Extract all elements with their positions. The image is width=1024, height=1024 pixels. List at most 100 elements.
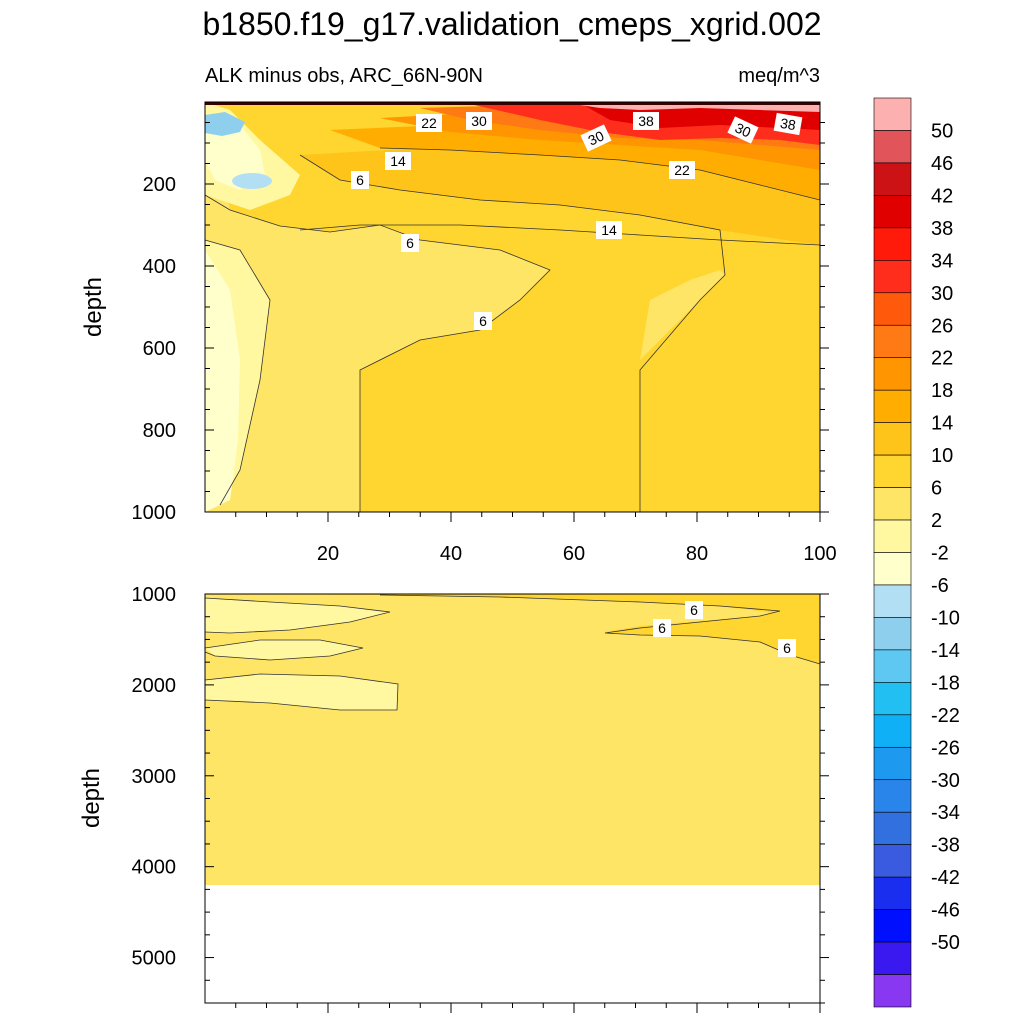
colorbar-label: -10 [931,607,960,629]
upper-xtick-label: 20 [317,543,339,565]
lower-ytick-label: 3000 [132,766,177,788]
colorbar-label: -38 [931,835,960,857]
upper-band-neg [205,112,245,136]
lower-panel: 6 6 6 1000 2000 3000 4000 5000 depth [78,584,829,1013]
upper-clab-box-9 [351,171,369,189]
upper-clab-box-5 [773,112,803,136]
colorbar-cell [873,227,912,261]
colorbar-cell [873,422,912,456]
colorbar-cell [873,162,912,196]
colorbar-label: 30 [931,283,953,305]
upper-contour-label-1: 22 [421,115,437,131]
upper-clab-box-11 [401,234,419,252]
colorbar-cell [873,195,912,229]
colorbar-cell [873,260,912,294]
colorbar-label: 22 [931,348,953,370]
colorbar-cell [873,649,912,683]
upper-clab-box-6 [727,116,759,144]
colorbar-label: -2 [931,543,949,565]
colorbar-cell [873,324,912,359]
lower-band-m2to2-c [205,674,398,710]
upper-contour-labels: 22 30 38 30 38 30 14 22 6 14 6 6 [351,112,803,330]
colorbar-cell [873,487,912,521]
lower-ytick-label: 1000 [132,584,177,606]
upper-axis-ticks [205,122,829,522]
upper-tick-labels: 200 400 600 800 1000 20 40 60 80 100 [132,174,837,565]
colorbar-cell [873,130,912,164]
upper-ylabel: depth [80,277,107,337]
contour-line-lower-2b [204,639,364,661]
contour-line-lower-2a [204,597,391,634]
contour-line-2 [204,239,271,506]
colorbar-label: 18 [931,380,953,402]
upper-contour-label-9: 6 [356,172,364,188]
colorbar-cell [873,876,912,910]
lower-clab-box-3 [778,639,796,657]
upper-band-6to10-right [640,270,725,360]
colorbar-label: -42 [931,867,960,889]
upper-xtick-label: 80 [686,543,708,565]
lower-axis-ticks [205,593,829,1013]
colorbar-label: 2 [931,510,942,532]
upper-clab-box-7 [385,152,411,170]
colorbar-label: 42 [931,185,953,207]
upper-xtick-label: 100 [803,543,836,565]
lower-contour-label-2: 6 [658,620,666,636]
colorbar-label: -6 [931,575,949,597]
lower-band-6to10-b [605,598,820,664]
colorbar: 50 46 42 38 34 30 26 22 18 14 10 6 2 -2 -6 -10 -14 -18 -22… [873,97,960,1008]
lower-clab-box-1 [685,601,703,619]
colorbar-cell [873,584,912,618]
colorbar-cell [873,682,912,716]
contour-line-14 [299,224,821,246]
contour-line-22 [379,147,821,201]
colorbar-cell [873,811,912,845]
lower-contour-labels: 6 6 6 [653,601,796,657]
upper-contour-label-4: 30 [586,127,607,148]
upper-contour-label-12: 6 [479,313,487,329]
upper-contour-label-2: 30 [471,113,487,129]
colorbar-label: -14 [931,640,960,662]
contour-line-lower-2c [204,673,399,711]
upper-ytick-label: 800 [143,420,176,442]
colorbar-cell [873,714,912,748]
upper-contour-label-6: 30 [733,119,754,140]
upper-xtick-label: 40 [440,543,462,565]
colorbar-label: 10 [931,445,953,467]
upper-contour-lines [204,147,821,512]
upper-contour-label-3: 38 [638,113,654,129]
upper-clab-box-2 [466,112,492,130]
upper-panel: 22 30 38 30 38 30 14 22 6 14 6 6 200 40 [80,101,837,565]
colorbar-label: 26 [931,315,953,337]
colorbar-label: -34 [931,802,960,824]
colorbar-cell [873,292,912,326]
contour-line-6 [204,194,551,512]
colorbar-cell [873,454,912,488]
upper-clab-box-4 [580,124,612,152]
upper-clab-box-3 [633,112,659,130]
colorbar-cell [873,357,912,391]
colorbar-cell [873,941,912,975]
colorbar-cell [873,519,912,553]
lower-contour-label-3: 6 [783,640,791,656]
colorbar-cell [873,844,912,878]
upper-band-m2to2-deep [205,250,240,512]
lower-ytick-label: 4000 [132,857,177,879]
colorbar-cell [873,779,912,813]
upper-ytick-label: 200 [143,174,176,196]
colorbar-cell [873,746,912,781]
colorbar-label: 34 [931,250,953,272]
lower-tick-labels: 1000 2000 3000 4000 5000 [132,584,177,970]
colorbar-label: 38 [931,218,953,240]
upper-contour-label-7: 14 [390,153,406,169]
lower-ytick-label: 2000 [132,675,177,697]
colorbar-labels: 50 46 42 38 34 30 26 22 18 14 10 6 2 -2 -6 -10 -14 -18 -22… [931,120,960,954]
colorbar-label: 14 [931,413,953,435]
upper-contour-label-10: 14 [601,222,617,238]
contour-line-10 [299,154,726,512]
upper-ytick-label: 400 [143,256,176,278]
upper-clab-box-1 [416,114,442,132]
upper-xtick-label: 60 [563,543,585,565]
upper-band-neg-blob [232,173,272,189]
lower-ytick-label: 5000 [132,948,177,970]
